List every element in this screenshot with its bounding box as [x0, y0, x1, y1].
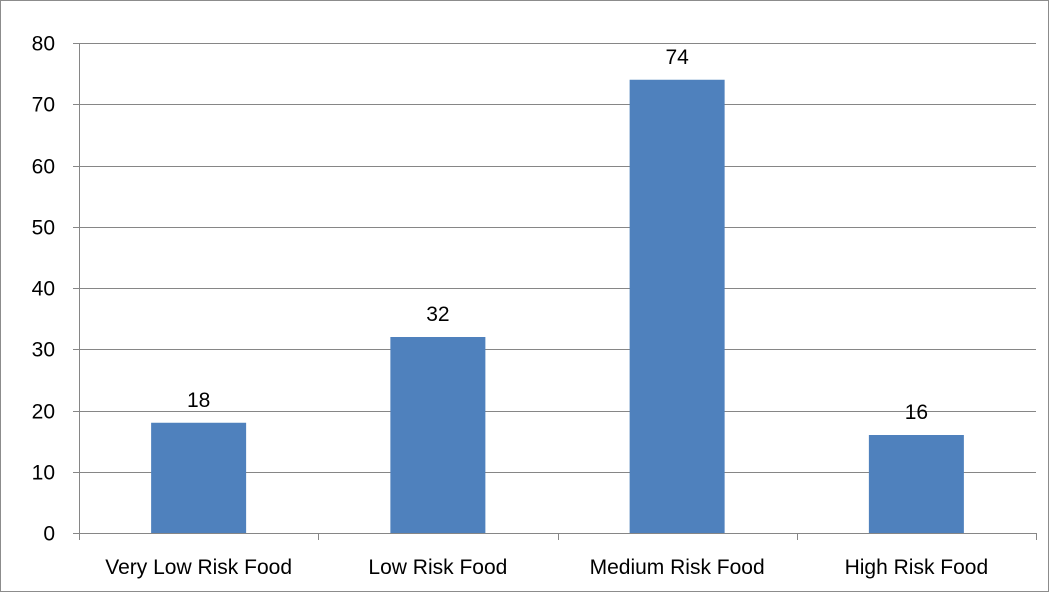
y-tick-label-0: 0	[43, 523, 55, 546]
bars	[151, 79, 964, 533]
x-axis-category-labels: Very Low Risk Food Low Risk Food Medium Ri…	[105, 556, 988, 579]
data-labels: 18 32 74 16	[187, 46, 928, 424]
axes	[73, 43, 1037, 540]
data-label-2: 32	[426, 303, 449, 326]
y-tick-label-10: 10	[32, 462, 55, 485]
y-axis-tick-labels: 0 10 20 30 40 50 60 70 80	[32, 33, 55, 546]
y-tick-label-70: 70	[32, 94, 55, 117]
bar-4	[868, 435, 964, 533]
data-label-3: 74	[665, 46, 689, 69]
bar-2	[390, 337, 486, 533]
x-category-label-1: Very Low Risk Food	[105, 556, 292, 579]
data-label-4: 16	[905, 401, 928, 424]
bar-1	[151, 422, 247, 533]
y-tick-label-30: 30	[32, 339, 55, 362]
y-tick-label-20: 20	[32, 401, 55, 424]
x-category-label-4: High Risk Food	[845, 556, 989, 579]
x-category-label-3: Medium Risk Food	[590, 556, 765, 579]
gridlines	[79, 43, 1036, 473]
data-label-1: 18	[187, 389, 210, 412]
y-tick-label-40: 40	[32, 278, 55, 301]
y-tick-label-50: 50	[32, 217, 55, 240]
y-tick-label-80: 80	[32, 33, 55, 56]
bar-3	[629, 79, 725, 533]
y-tick-label-60: 60	[32, 156, 55, 179]
x-category-label-2: Low Risk Food	[368, 556, 507, 579]
